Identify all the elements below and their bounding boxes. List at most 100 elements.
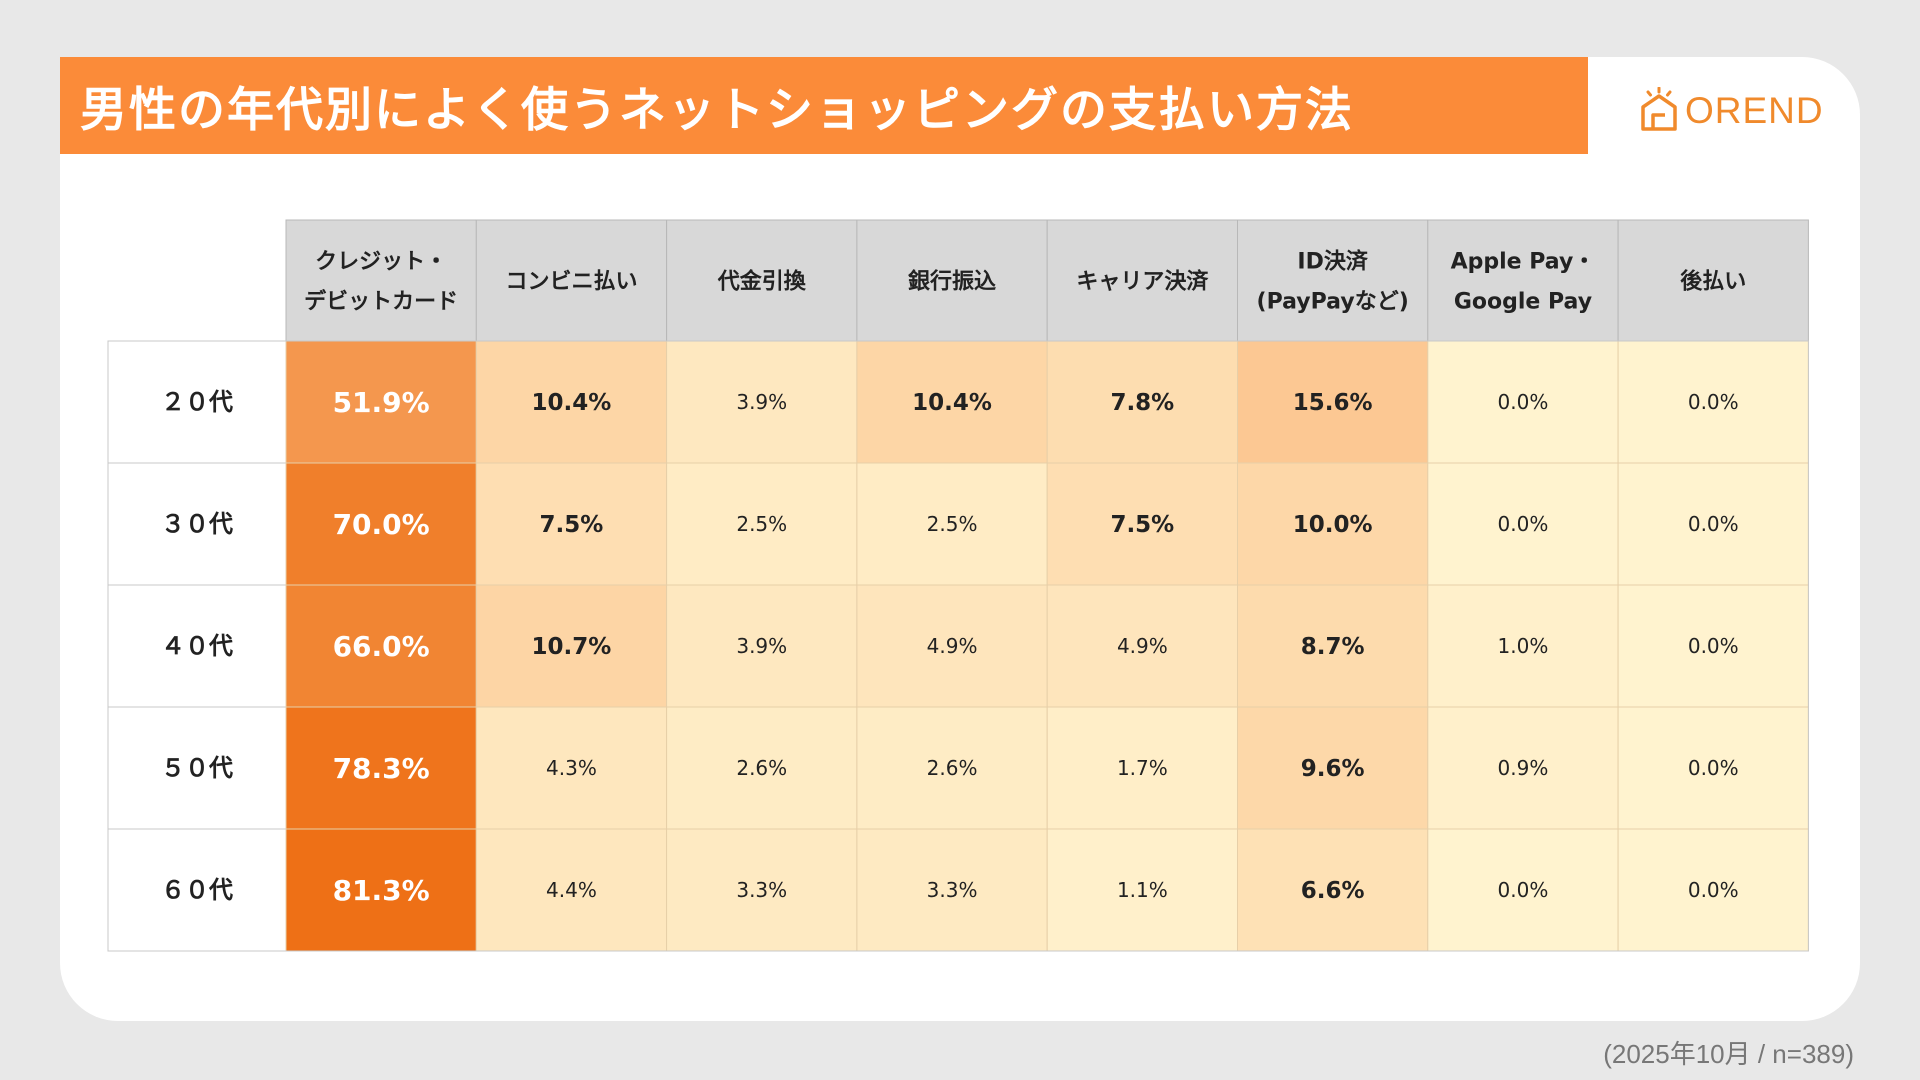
cell-value-label: 1.7% <box>1117 756 1168 780</box>
heatmap-cell <box>666 828 858 952</box>
cell-value-label: 78.3% <box>333 752 430 785</box>
cell-value-label: 4.9% <box>927 634 978 658</box>
cell-value-label: 1.0% <box>1498 634 1549 658</box>
heatmap-cell <box>1046 340 1238 464</box>
heatmap-cell <box>666 340 858 464</box>
heatmap-cell <box>1237 828 1429 952</box>
orend-logo: OREND <box>1637 86 1824 136</box>
cell-value-label: 1.1% <box>1117 878 1168 902</box>
cell-value-label: 7.5% <box>1110 512 1174 538</box>
column-header-label: Apple Pay・ <box>1451 250 1596 275</box>
heatmap-cell <box>1237 706 1429 830</box>
heatmap-cell <box>1617 828 1809 952</box>
column-header-label: キャリア決済 <box>1076 269 1209 295</box>
row-label: ２０代 <box>161 388 233 416</box>
cell-value-label: 0.9% <box>1498 756 1549 780</box>
cell-value-label: 3.3% <box>736 878 787 902</box>
footnote: (2025年10月 / n=389) <box>1603 1039 1854 1069</box>
heatmap-cell <box>856 706 1048 830</box>
row-label: ６０代 <box>161 876 233 904</box>
column-header-label: デビットカード <box>304 289 458 315</box>
row-label-cell <box>107 706 287 830</box>
column-header-label: クレジット・ <box>315 250 447 275</box>
heatmap-cell <box>475 462 668 586</box>
heatmap-cell <box>1427 828 1619 952</box>
column-header-cell <box>1617 219 1809 342</box>
heatmap-cell <box>1427 706 1619 830</box>
heatmap-cell <box>856 462 1048 586</box>
heatmap-cell <box>1617 340 1809 464</box>
heatmap-cell <box>856 828 1048 952</box>
cell-value-label: 7.5% <box>540 512 604 538</box>
heatmap-cell <box>1237 462 1429 586</box>
heatmap-cell <box>1046 706 1238 830</box>
column-header-label: 後払い <box>1680 269 1746 295</box>
heatmap-cell <box>1617 706 1809 830</box>
heatmap-cell <box>856 584 1048 708</box>
heatmap-cell <box>285 584 477 708</box>
cell-value-label: 7.8% <box>1110 390 1174 416</box>
cell-value-label: 3.9% <box>736 634 787 658</box>
cell-value-label: 81.3% <box>333 874 430 907</box>
row-label: ５０代 <box>161 754 233 782</box>
cell-value-label: 70.0% <box>333 508 430 541</box>
cell-value-label: 8.7% <box>1301 634 1365 660</box>
cell-value-label: 4.4% <box>546 878 597 902</box>
heatmap-cell <box>1237 584 1429 708</box>
title-banner: 男性の年代別によく使うネットショッピングの支払い方法 <box>60 57 1588 154</box>
cell-value-label: 0.0% <box>1688 634 1739 658</box>
cell-value-label: 2.6% <box>927 756 978 780</box>
row-label: ３０代 <box>161 510 233 538</box>
column-header-label: 代金引換 <box>717 269 807 295</box>
heatmap-cell <box>475 828 668 952</box>
heatmap-cell <box>475 584 668 708</box>
column-header-label: コンビニ払い <box>505 270 637 295</box>
row-label-cell <box>107 584 287 708</box>
cell-value-label: 10.4% <box>912 390 992 416</box>
heatmap-cell <box>1617 462 1809 586</box>
column-header-cell <box>666 219 858 342</box>
heatmap-cell <box>475 706 668 830</box>
cell-value-label: 3.9% <box>736 390 787 414</box>
column-header-cell <box>475 219 668 342</box>
cell-value-label: 0.0% <box>1498 512 1549 536</box>
column-header-label: (PayPayなど) <box>1257 290 1409 315</box>
row-label: ４０代 <box>161 632 233 660</box>
column-header-label: ID決済 <box>1297 249 1368 275</box>
row-label-cell <box>107 828 287 952</box>
cell-value-label: 2.6% <box>736 756 787 780</box>
cell-value-label: 10.0% <box>1293 512 1373 538</box>
heatmap-cell <box>285 706 477 830</box>
heatmap-cell <box>1427 340 1619 464</box>
cell-value-label: 0.0% <box>1498 390 1549 414</box>
heatmap-cell <box>475 340 668 464</box>
heatmap-cell <box>1427 584 1619 708</box>
chart-title: 男性の年代別によく使うネットショッピングの支払い方法 <box>80 83 1354 138</box>
heatmap-cell <box>285 828 477 952</box>
column-header-cell <box>1237 219 1429 342</box>
cell-value-label: 4.9% <box>1117 634 1168 658</box>
column-header-cell <box>1046 219 1238 342</box>
cell-value-label: 10.4% <box>532 390 612 416</box>
column-header-cell <box>856 219 1048 342</box>
heatmap-cell <box>1046 584 1238 708</box>
cell-value-label: 2.5% <box>736 512 787 536</box>
cell-value-label: 66.0% <box>333 630 430 663</box>
column-header-cell <box>1427 219 1619 342</box>
cell-value-label: 6.6% <box>1301 878 1365 904</box>
column-header-label: Google Pay <box>1454 290 1592 315</box>
row-label-cell <box>107 340 287 464</box>
cell-value-label: 3.3% <box>927 878 978 902</box>
heatmap-cell <box>285 462 477 586</box>
cell-value-label: 15.6% <box>1293 390 1373 416</box>
cell-value-label: 2.5% <box>927 512 978 536</box>
heatmap-cell <box>1427 462 1619 586</box>
cell-value-label: 10.7% <box>532 634 612 660</box>
cell-value-label: 51.9% <box>333 386 430 419</box>
cell-value-label: 0.0% <box>1688 512 1739 536</box>
house-outline-icon <box>1641 87 1677 131</box>
cell-value-label: 4.3% <box>546 756 597 780</box>
cell-value-label: 0.0% <box>1688 756 1739 780</box>
heatmap-cell <box>666 584 858 708</box>
